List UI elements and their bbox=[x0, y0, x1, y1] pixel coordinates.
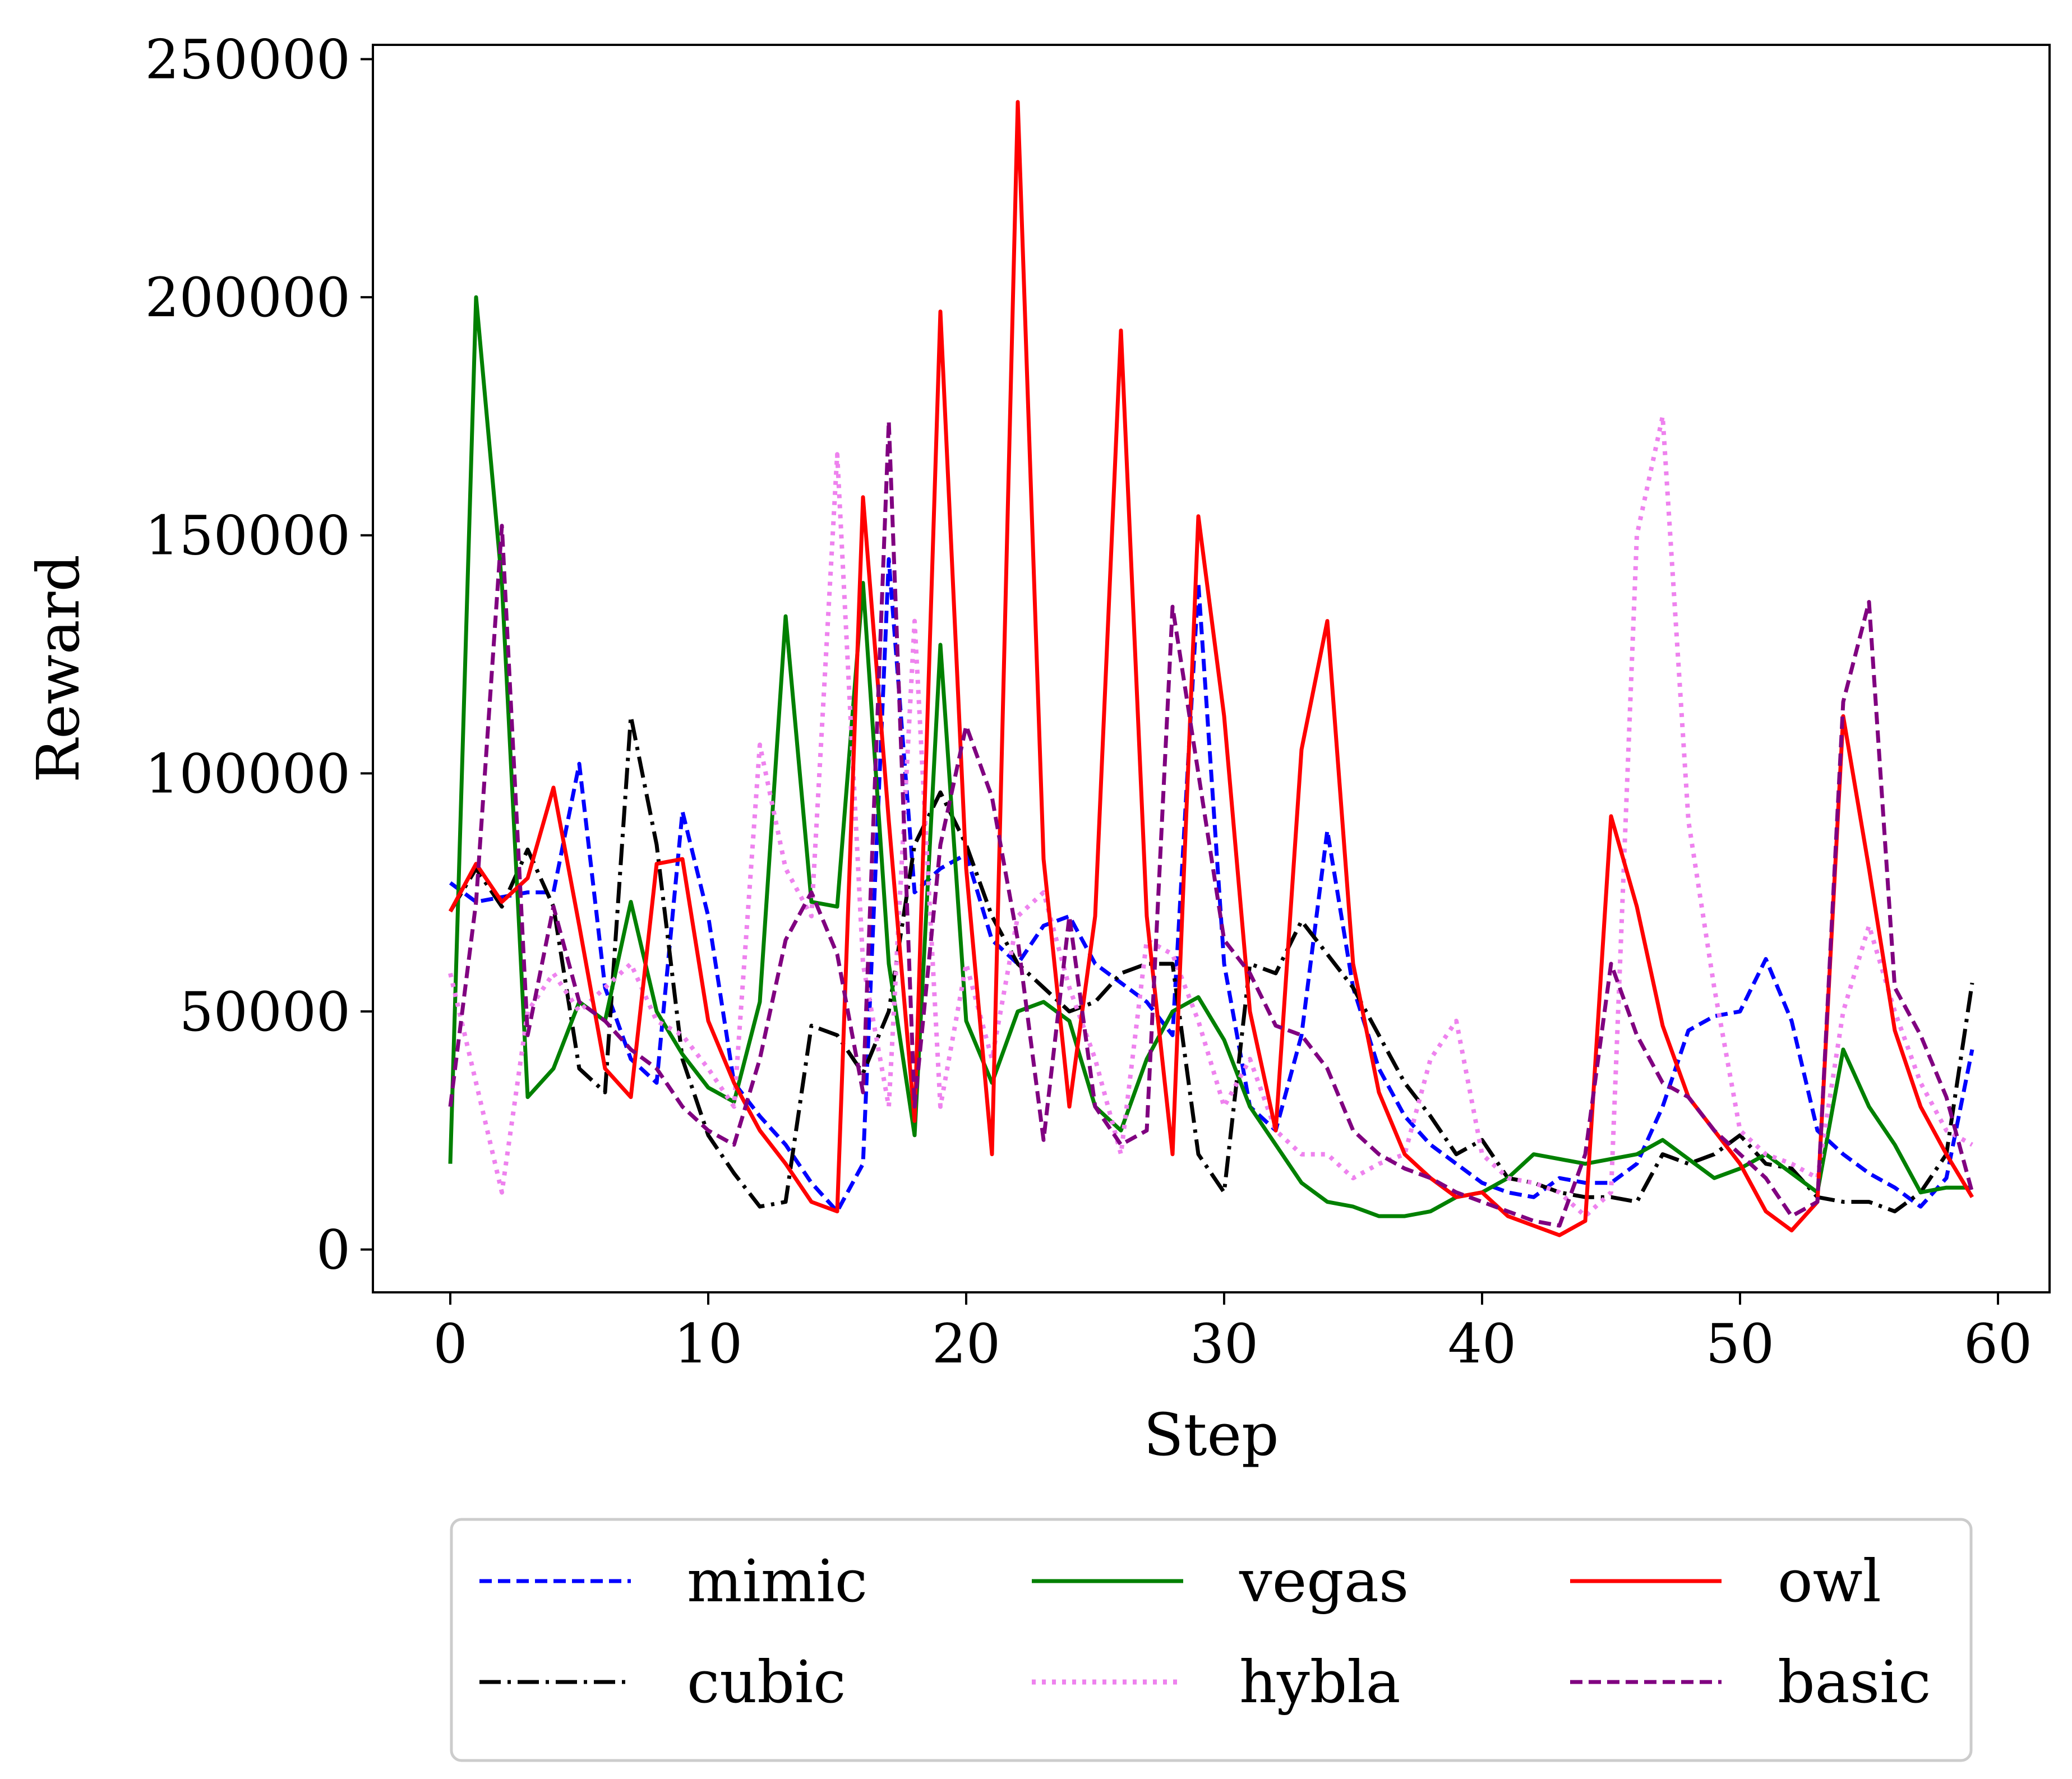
series-line-basic bbox=[448, 419, 1974, 1228]
y-tick-label: 50000 bbox=[179, 981, 350, 1043]
legend-box bbox=[450, 1518, 1973, 1762]
y-tick-label: 250000 bbox=[145, 28, 350, 91]
series-line-mimic bbox=[449, 557, 1974, 1214]
legend-label-owl: owl bbox=[1778, 1547, 1881, 1615]
x-axis-title: Step bbox=[1143, 1401, 1279, 1469]
legend-label-vegas: vegas bbox=[1239, 1547, 1409, 1615]
series-line-cubic bbox=[449, 714, 1974, 1214]
series-line-vegas bbox=[448, 295, 1972, 1218]
y-axis-title: Reward bbox=[24, 555, 93, 783]
series-layer bbox=[448, 100, 1974, 1237]
legend-label-cubic: cubic bbox=[687, 1648, 846, 1716]
axes-layer: 0 10 20 30 40 50 60 0 50000 100000 150000 200000 250… bbox=[145, 28, 2033, 1375]
series-line-owl bbox=[448, 100, 1974, 1237]
legend-label-mimic: mimic bbox=[687, 1547, 867, 1615]
x-tick-label: 40 bbox=[1448, 1313, 1516, 1375]
x-tick-label: 60 bbox=[1964, 1313, 2032, 1375]
y-tick-label: 100000 bbox=[145, 742, 350, 805]
y-tick-label: 0 bbox=[316, 1219, 350, 1282]
x-tick-label: 30 bbox=[1190, 1313, 1258, 1375]
plot-area-frame bbox=[372, 44, 2051, 1293]
x-tick-label: 50 bbox=[1706, 1313, 1774, 1375]
legend-label-hybla: hybla bbox=[1239, 1648, 1401, 1716]
y-tick-label: 150000 bbox=[145, 505, 350, 567]
y-tick-label: 200000 bbox=[145, 266, 350, 329]
series-line-hybla bbox=[448, 414, 1973, 1219]
x-tick-label: 20 bbox=[932, 1313, 1000, 1375]
legend: mimic cubic vegas hybla owl basic bbox=[450, 1518, 1973, 1762]
x-tick-label: 0 bbox=[433, 1313, 467, 1375]
legend-label-basic: basic bbox=[1778, 1648, 1931, 1716]
x-tick-label: 10 bbox=[674, 1313, 742, 1375]
